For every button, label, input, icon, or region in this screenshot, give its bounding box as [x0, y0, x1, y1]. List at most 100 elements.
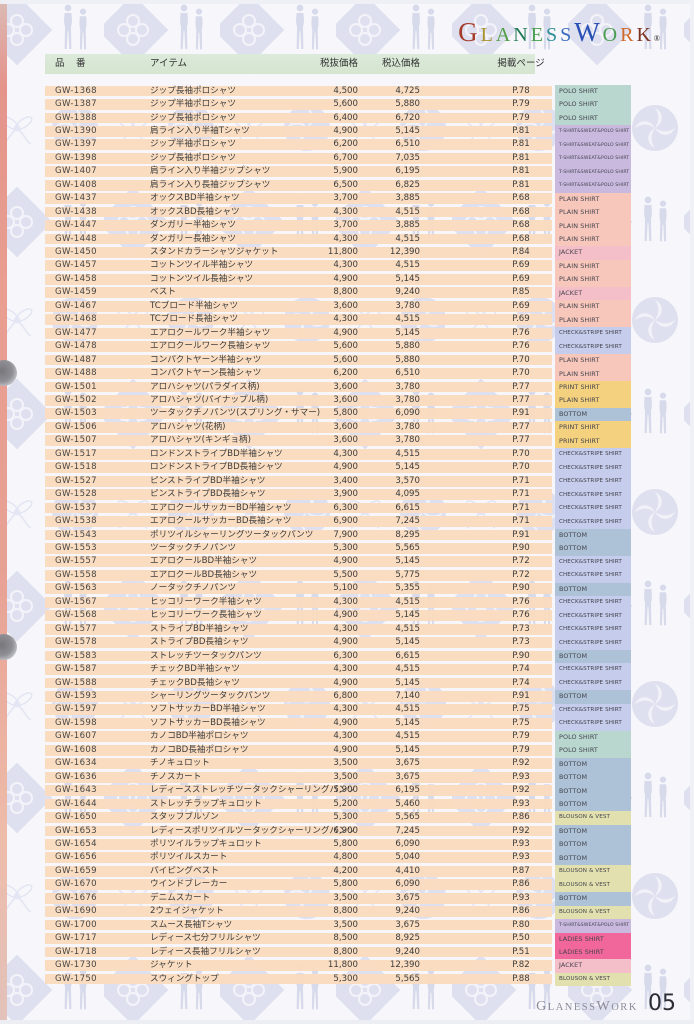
row-band — [45, 448, 552, 460]
category-badge: PRINT SHIRT — [555, 421, 631, 435]
row-band — [45, 166, 552, 178]
table-row: GW-1578 ストライプBD長袖シャツ 4,900 5,145 P.73 CHECK&S… — [45, 636, 635, 651]
catalog-page-ref: P.73 — [512, 623, 530, 634]
item-name: ヒッコリーワーク長袖シャツ — [150, 610, 262, 621]
row-band — [45, 327, 552, 339]
item-name: レディースストレッチツータックシャーリングパンツ — [150, 785, 356, 796]
price-including-tax: 7,245 — [395, 516, 420, 527]
footer-logo-letter: S — [581, 1002, 590, 1013]
price-excluding-tax: 3,600 — [333, 421, 358, 432]
row-band — [45, 825, 552, 837]
price-excluding-tax: 6,200 — [333, 139, 358, 150]
table-row: GW-1654 ポリツイルラップキュロット 5,800 6,090 P.93 BOTTOM — [45, 838, 635, 852]
item-name: スウィングトップ — [150, 973, 219, 984]
item-name: ソフトサッカーBD長袖シャツ — [150, 717, 266, 728]
product-code: GW-1588 — [55, 677, 97, 688]
table-row: GW-1488 コンパクトヤーン長袖シャツ 6,200 6,510 P.70 PLAIN … — [45, 367, 635, 381]
product-code: GW-1659 — [55, 865, 97, 876]
table-header: 品 番 アイテム 税抜価格 税込価格 掲載ページ — [45, 54, 545, 74]
row-band — [45, 946, 552, 958]
category-badge: PLAIN SHIRT — [555, 354, 631, 368]
item-name: ストレッチツータックパンツ — [150, 650, 262, 661]
category-badge: BOTTOM — [555, 528, 631, 543]
item-name: レディース七分フリルシャツ — [150, 933, 261, 944]
price-including-tax: 3,885 — [395, 193, 420, 204]
item-name: レディースポリツイルツータックシャーリングパンツ — [150, 825, 356, 836]
category-badge: POLO SHIRT — [555, 98, 631, 112]
price-including-tax: 3,780 — [395, 421, 420, 432]
product-code: GW-1503 — [55, 408, 97, 419]
price-excluding-tax: 4,300 — [333, 704, 358, 715]
row-band — [45, 260, 552, 272]
catalog-page-ref: P.80 — [512, 919, 530, 930]
product-code: GW-1502 — [55, 395, 97, 406]
catalog-page-ref: P.72 — [512, 569, 530, 580]
item-name: オックスBD半袖シャツ — [150, 193, 240, 204]
table-row: GW-1634 チノキュロット 3,500 3,675 P.92 BOTTOM — [45, 757, 635, 772]
product-code: GW-1718 — [55, 946, 97, 957]
price-excluding-tax: 5,300 — [333, 973, 358, 984]
price-including-tax: 7,140 — [395, 690, 420, 701]
catalog-page-ref: P.81 — [512, 179, 530, 190]
price-including-tax: 7,245 — [395, 825, 420, 836]
price-excluding-tax: 4,300 — [333, 623, 358, 634]
product-code: GW-1448 — [55, 233, 97, 244]
item-name: TCブロード長袖シャツ — [150, 314, 239, 325]
price-including-tax: 4,515 — [395, 731, 420, 742]
price-including-tax: 6,195 — [395, 166, 420, 177]
product-code: GW-1587 — [55, 664, 97, 675]
price-excluding-tax: 5,800 — [333, 838, 358, 849]
item-name: コンパクトヤーン半袖シャツ — [150, 354, 262, 365]
page-number: 05 — [648, 991, 676, 1016]
price-including-tax: 5,880 — [395, 354, 420, 365]
table-row: GW-1643 レディースストレッチツータックシャーリングパンツ 5,900 6,19… — [45, 784, 635, 799]
category-badge: POLO SHIRT — [555, 730, 631, 745]
price-including-tax: 6,090 — [395, 879, 420, 890]
product-code: GW-1567 — [55, 596, 97, 607]
table-row: GW-1690 2ウェイジャケット 8,800 9,240 P.86 BLOUSON & … — [45, 905, 635, 920]
catalog-page-ref: P.90 — [512, 543, 530, 553]
category-badge: BOTTOM — [555, 542, 631, 556]
brand-logo-letter: W — [574, 17, 603, 47]
catalog-page-ref: P.76 — [512, 327, 530, 338]
item-name: 2ウェイジャケット — [150, 906, 224, 917]
page-spine-edge — [0, 4, 7, 1020]
catalog-page-ref: P.51 — [512, 946, 530, 957]
category-badge: CHECK&STRIPE SHIRT — [555, 327, 631, 341]
category-badge: CHECK&STRIPE SHIRT — [555, 717, 631, 731]
price-including-tax: 3,675 — [395, 892, 420, 903]
price-including-tax: 5,565 — [395, 812, 420, 823]
price-including-tax: 3,780 — [395, 435, 420, 446]
category-badge: BOTTOM — [555, 851, 631, 866]
footer-logo-letter: K — [628, 1002, 638, 1013]
footer-logo-letter: W — [596, 999, 612, 1014]
catalog-page-ref: P.93 — [512, 852, 530, 863]
product-code: GW-1388 — [55, 112, 97, 123]
product-code: GW-1643 — [55, 785, 97, 796]
price-including-tax: 5,145 — [395, 637, 420, 648]
catalog-page-ref: P.69 — [512, 260, 530, 271]
price-excluding-tax: 5,100 — [333, 583, 358, 594]
catalog-page-ref: P.81 — [512, 125, 530, 136]
price-excluding-tax: 4,900 — [333, 717, 358, 728]
table-row: GW-1407 肩ライン入り半袖ジップシャツ 5,900 6,195 P.81 T-SHI… — [45, 165, 635, 180]
category-badge: BOTTOM — [555, 824, 631, 839]
category-badge: CHECK&STRIPE SHIRT — [555, 488, 631, 503]
row-band — [45, 85, 552, 97]
item-name: ウインドブレーカー — [150, 879, 228, 890]
price-excluding-tax: 5,500 — [333, 569, 358, 580]
price-excluding-tax: 3,500 — [333, 892, 358, 903]
price-excluding-tax: 6,300 — [333, 502, 358, 513]
column-header-page: 掲載ページ — [497, 58, 545, 69]
catalog-page-ref: P.69 — [512, 300, 530, 311]
table-row: GW-1558 エアロクールBD長袖シャツ 5,500 5,775 P.72 CHECK&… — [45, 569, 635, 583]
item-name: エアロクールBD半袖シャツ — [150, 556, 258, 567]
column-header-item: アイテム — [150, 58, 188, 69]
row-band — [45, 664, 552, 675]
brand-logo-letter: S — [560, 24, 575, 46]
price-including-tax: 8,295 — [395, 529, 420, 540]
price-including-tax: 5,145 — [395, 556, 420, 567]
price-including-tax: 3,570 — [395, 475, 420, 486]
item-name: エアロクールサッカーBD半袖シャツ — [150, 502, 292, 513]
product-code: GW-1407 — [55, 166, 97, 177]
